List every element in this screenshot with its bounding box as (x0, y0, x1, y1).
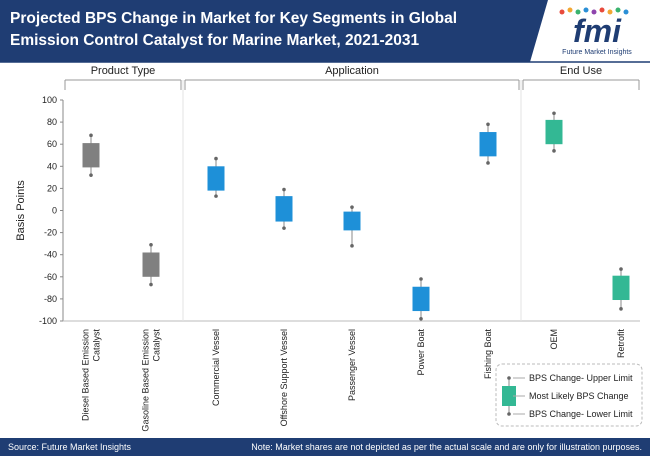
bps-range-box (412, 286, 430, 312)
upper-limit-point (350, 205, 354, 209)
upper-limit-point (89, 133, 93, 138)
lower-limit-point (486, 161, 490, 165)
y-tick-label: -20 (44, 228, 57, 238)
bps-range-box (545, 119, 563, 145)
group-label-backdrop (306, 64, 398, 77)
header-background (0, 0, 650, 63)
upper-limit-point (619, 267, 623, 271)
category-label: Catalyst (152, 329, 162, 362)
category-label: OEM (549, 329, 559, 350)
category-label: Power Boat (416, 329, 426, 376)
logo-letters: fmi (573, 13, 622, 49)
upper-limit-point (486, 122, 490, 127)
category-label: Gasoline Based Emission (141, 329, 151, 432)
y-tick-label: 20 (47, 183, 57, 193)
y-tick-label: 80 (47, 117, 57, 127)
logo-tagline: Future Market Insights (562, 49, 632, 56)
logo-dots-icon (559, 7, 629, 15)
lower-limit-point (552, 149, 556, 153)
category-label: Fishing Boat (483, 329, 493, 380)
category-label: Passenger Vessel (347, 329, 357, 401)
bps-range-box (82, 143, 100, 168)
y-tick-label: 100 (42, 95, 57, 105)
upper-limit-point (419, 277, 423, 281)
y-tick-label: -100 (39, 316, 57, 326)
lower-limit-point (282, 226, 286, 230)
group-label-backdrop (535, 64, 627, 77)
bps-range-box (275, 196, 293, 222)
group-label: Product Type (91, 65, 156, 77)
y-tick-label: 60 (47, 139, 57, 149)
bps-range-box (479, 132, 497, 157)
lower-limit-point (419, 316, 423, 321)
chart-title: Projected BPS Change in Market for Key S… (10, 10, 458, 49)
bps-range-box (142, 252, 160, 277)
legend-box-swatch (502, 386, 516, 406)
category-label: Catalyst (92, 329, 102, 362)
y-tick-label: -80 (44, 294, 57, 304)
legend-item-label: Most Likely BPS Change (529, 391, 629, 401)
y-axis-label: Basis Points (15, 180, 27, 241)
upper-limit-point (214, 156, 218, 161)
group-label-backdrop (77, 64, 169, 77)
lower-limit-point (350, 244, 354, 248)
legend-item-label: BPS Change- Lower Limit (529, 409, 633, 419)
upper-limit-point (149, 242, 153, 247)
y-tick-label: -60 (44, 272, 57, 282)
footer-bar: Source: Future Market Insights Note: Mar… (0, 438, 650, 456)
lower-limit-point (149, 282, 153, 287)
lower-limit-point (214, 194, 218, 198)
group-label: End Use (560, 65, 602, 77)
bps-range-box (612, 275, 630, 301)
y-tick-label: -40 (44, 250, 57, 260)
category-label: Commercial Vessel (211, 329, 221, 406)
upper-limit-point (552, 111, 556, 116)
category-label: Offshore Support Vessel (279, 329, 289, 426)
legend-item-label: BPS Change- Upper Limit (529, 373, 633, 383)
lower-limit-point (89, 173, 93, 177)
header-banner: Projected BPS Change in Market for Key S… (0, 0, 650, 66)
note-text: Note: Market shares are not depicted as … (251, 442, 642, 452)
fmi-logo: fmi Future Market Insights (548, 6, 646, 58)
lower-limit-point (619, 307, 623, 311)
legend-box (495, 363, 643, 427)
legend-upper-point (507, 376, 511, 380)
upper-limit-point (282, 187, 286, 192)
bps-range-box (207, 166, 225, 191)
group-label: Application (325, 65, 379, 77)
bps-change-chart: Basis Points 100 80 60 40 20 0 -20 -40 -60 -80 -100… (15, 64, 643, 432)
category-label: Retrofit (616, 329, 626, 359)
source-text: Source: Future Market Insights (8, 442, 132, 452)
bps-range-box (343, 211, 361, 231)
y-tick-label: 0 (52, 206, 57, 216)
category-label: Diesel Based Emission (81, 329, 91, 421)
legend-lower-point (507, 412, 511, 416)
y-tick-label: 40 (47, 161, 57, 171)
